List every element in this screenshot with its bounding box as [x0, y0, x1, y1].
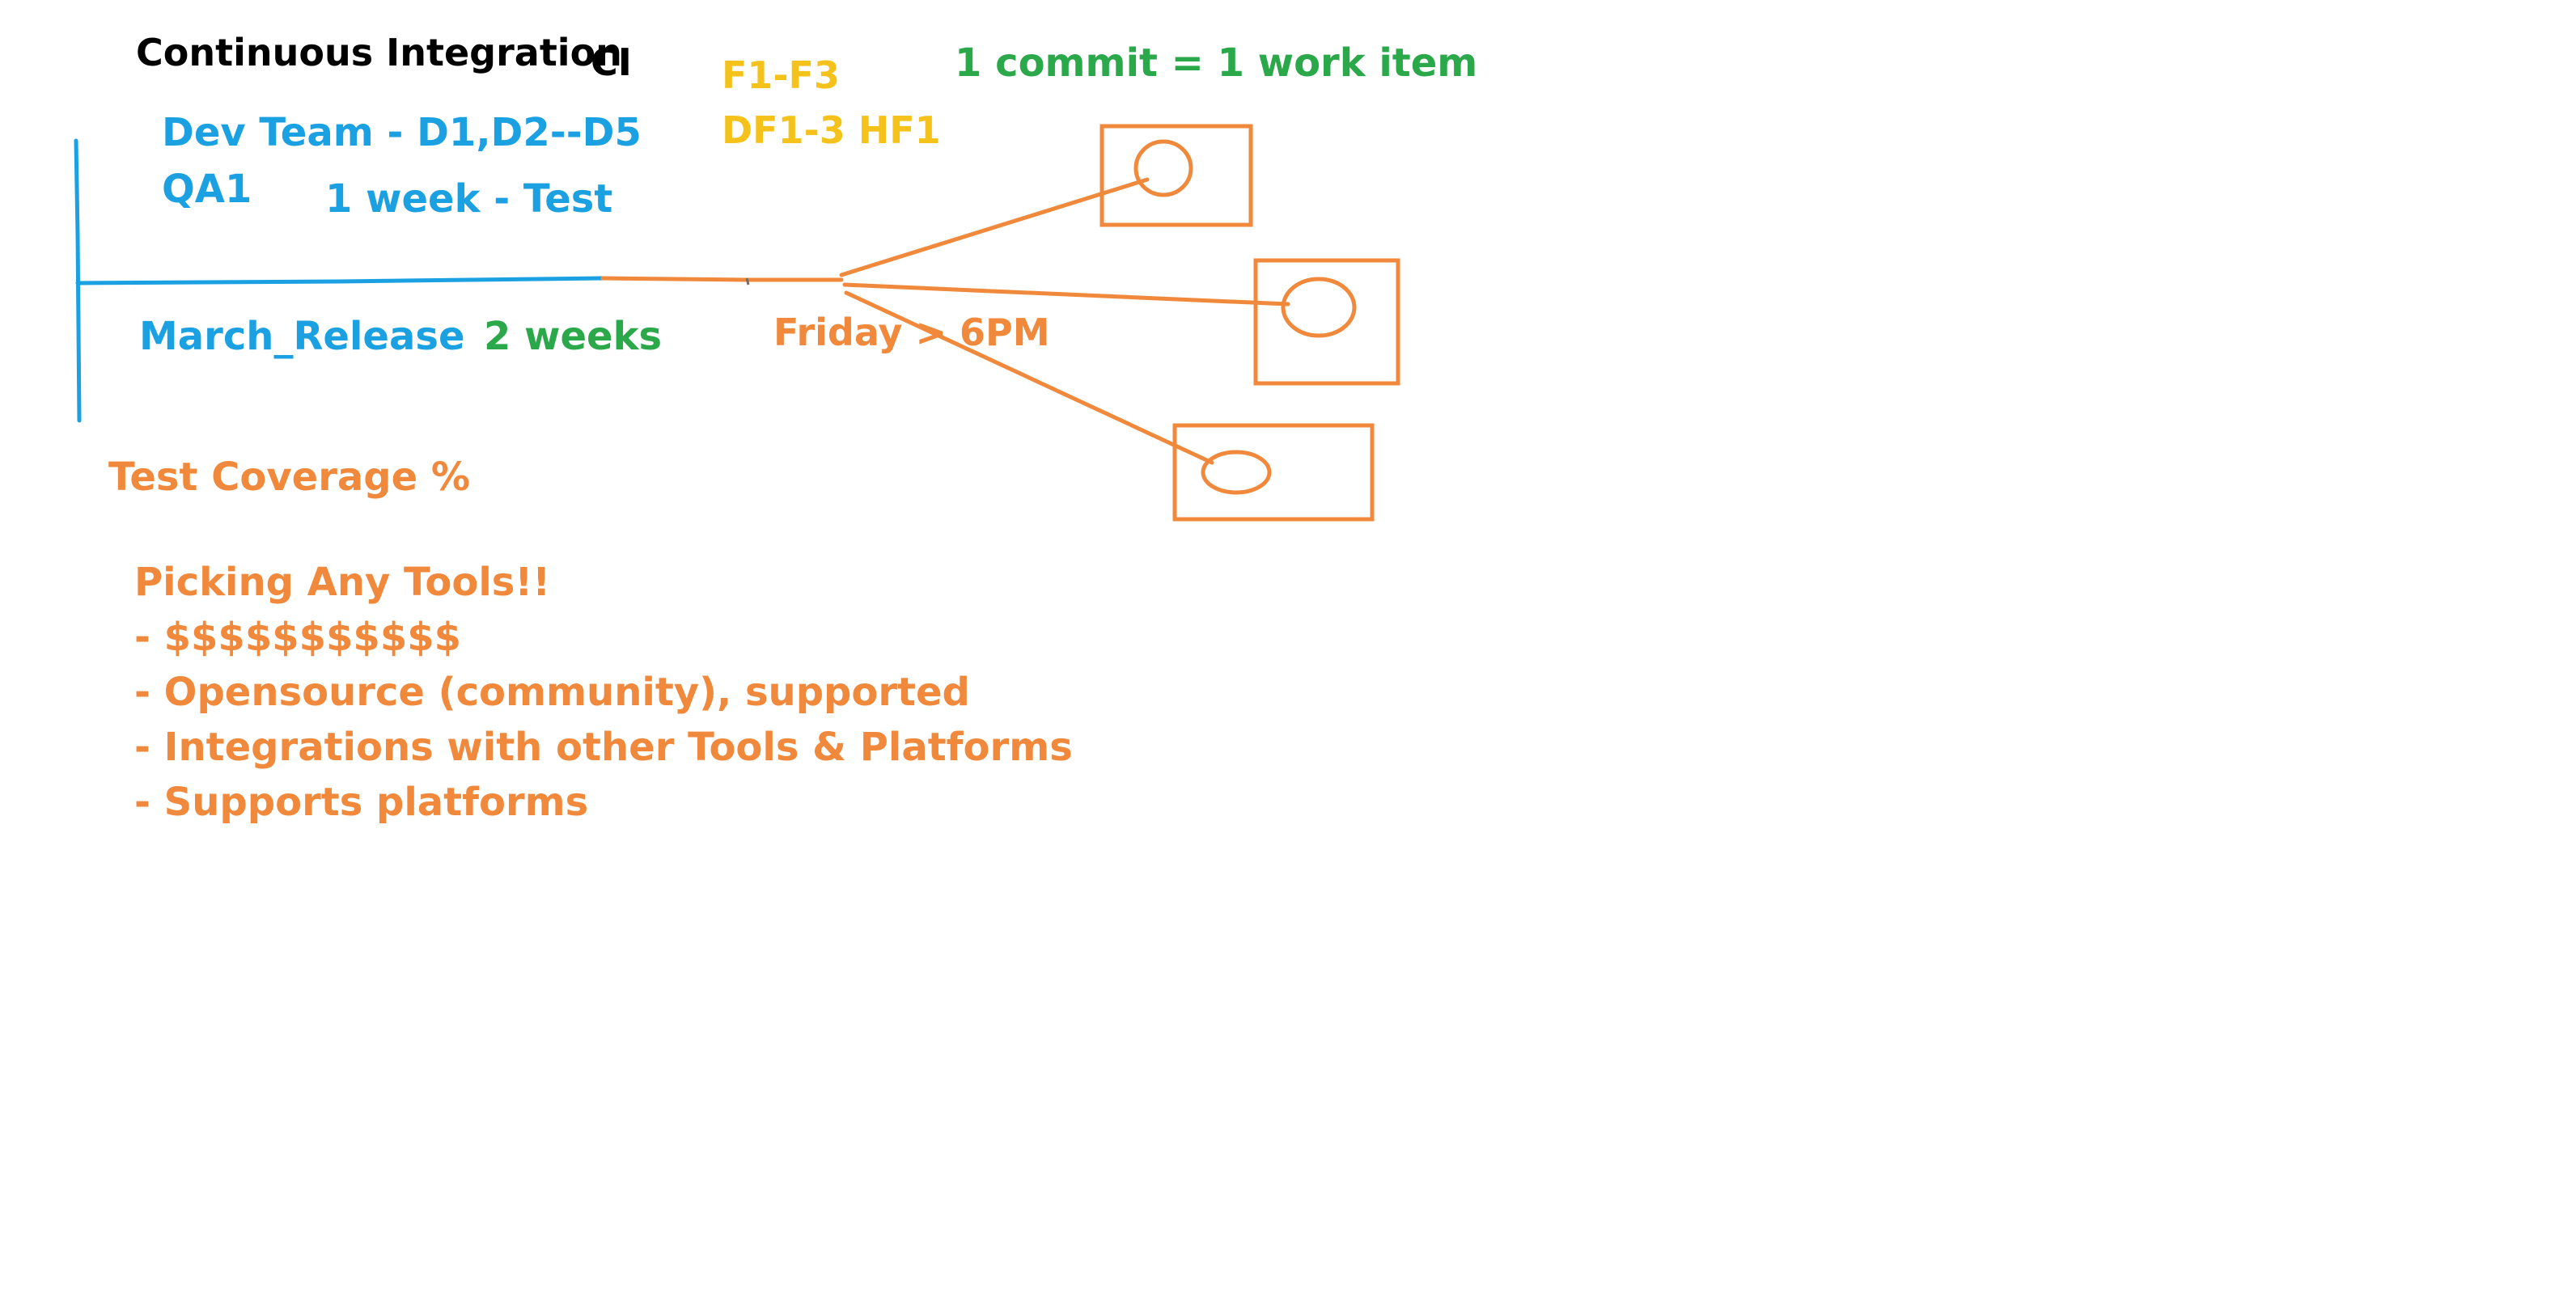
timeline-line — [75, 276, 605, 285]
tool-criteria-item: - $$$$$$$$$$$ — [134, 615, 462, 660]
timeline-tick — [745, 277, 750, 285]
diagram-title: Continuous Integration — [136, 31, 622, 74]
tool-criteria-item: - Supports platforms — [134, 780, 589, 825]
release-duration-label: 2 weeks — [484, 314, 663, 359]
timeline-start-marker — [74, 138, 82, 423]
connector-middle — [842, 282, 1290, 307]
build-time-label: Friday > 6PM — [773, 311, 1050, 354]
defects-label: DF1-3 HF1 — [722, 108, 941, 152]
commit-box-top — [1099, 124, 1253, 227]
qa-label: QA1 — [162, 167, 252, 212]
tool-criteria-item: - Integrations with other Tools & Platfo… — [134, 725, 1073, 770]
test-coverage-label: Test Coverage % — [108, 455, 470, 500]
tool-criteria-item: - Opensource (community), supported — [134, 670, 970, 715]
commit-circle-middle — [1281, 277, 1357, 338]
commit-circle-bottom — [1201, 450, 1272, 495]
commit-rule-label: 1 commit = 1 work item — [955, 40, 1478, 86]
test-week-label: 1 week - Test — [325, 176, 613, 222]
timeline-extension — [600, 276, 844, 282]
commit-box-middle — [1253, 258, 1400, 386]
commit-box-bottom — [1172, 423, 1375, 522]
connector-top — [839, 177, 1150, 277]
release-label: March_Release — [139, 314, 465, 359]
commit-circle-top — [1133, 139, 1193, 197]
tools-heading: Picking Any Tools!! — [134, 560, 551, 605]
connector-bottom — [844, 290, 1214, 465]
title-abbreviation: CI — [591, 40, 632, 84]
features-label: F1-F3 — [722, 53, 840, 97]
dev-team-label: Dev Team - D1,D2--D5 — [162, 110, 642, 155]
